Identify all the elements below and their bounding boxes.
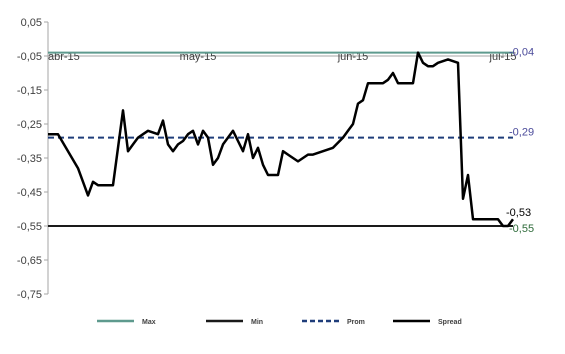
y-axis: 0,05 -0,05 -0,15 -0,25 -0,35 -0,45 -0,55 -0,65 -… (17, 17, 49, 301)
legend-label-max: Max (142, 319, 156, 326)
end-label-min: -0,55 (509, 223, 534, 235)
x-tick-label: jul-15 (489, 51, 517, 63)
x-tick-label: abr-15 (48, 51, 80, 63)
y-tick-label: -0,25 (17, 119, 42, 131)
y-tick-label: -0,35 (17, 153, 42, 165)
legend-label-min: Min (251, 319, 263, 326)
legend-label-spread: Spread (438, 319, 462, 326)
series-lines (48, 51, 515, 228)
y-tick-label: 0,05 (21, 17, 42, 29)
x-tick-label: may-15 (180, 51, 217, 63)
end-label-spread: -0,53 (506, 207, 531, 219)
x-axis: abr-15 may-15 jun-15 jul-15 (47, 51, 517, 63)
y-tick-label: -0,55 (17, 221, 42, 233)
series-line-spread (48, 51, 515, 228)
end-labels: -0,04 -0,29 -0,53 -0,55 (506, 47, 534, 235)
legend-label-prom: Prom (347, 319, 365, 326)
end-label-max: -0,04 (509, 47, 534, 59)
x-tick-label: jun-15 (337, 51, 369, 63)
y-tick-label: -0,05 (17, 51, 42, 63)
legend: Max Min Prom Spread (97, 319, 462, 326)
end-label-prom: -0,29 (509, 127, 534, 139)
y-tick-label: -0,75 (17, 289, 42, 301)
y-tick-label: -0,15 (17, 85, 42, 97)
y-tick-label: -0,45 (17, 187, 42, 199)
y-tick-label: -0,65 (17, 255, 42, 267)
